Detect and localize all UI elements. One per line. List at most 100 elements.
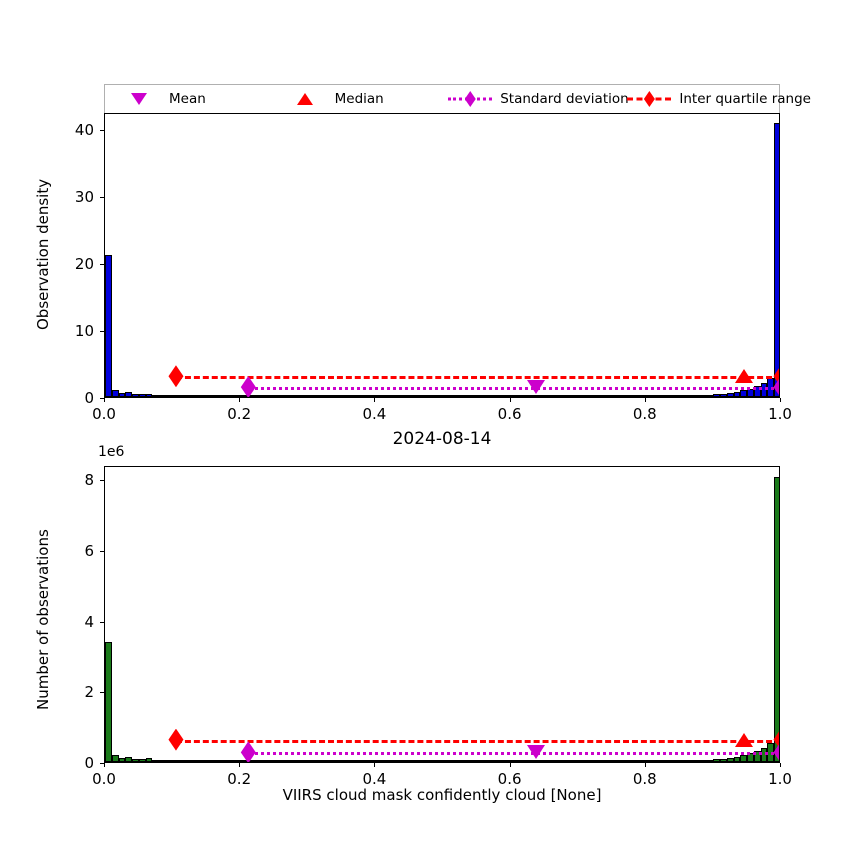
histogram-bar: [152, 759, 160, 762]
histogram-bar: [138, 394, 146, 397]
histogram-bar: [226, 395, 234, 397]
histogram-bar: [598, 760, 606, 762]
histogram-bar: [733, 756, 741, 762]
histogram-bar: [199, 395, 207, 397]
histogram-bar: [713, 394, 721, 397]
histogram-bar: [219, 760, 227, 762]
histogram-bar: [524, 760, 531, 762]
legend-entry-mean[interactable]: Mean: [117, 85, 206, 113]
histogram-bar: [307, 760, 315, 762]
plot-area-bottom: [105, 467, 779, 762]
histogram-bar: [652, 760, 660, 762]
mean-marker: [527, 745, 546, 760]
histogram-bar: [503, 395, 511, 397]
legend-label: Median: [334, 91, 384, 107]
median-marker: [734, 732, 753, 747]
histogram-bar: [355, 760, 362, 762]
histogram-bar: [652, 395, 660, 397]
histogram-bar: [537, 395, 545, 397]
y-tick-label: 0: [84, 754, 94, 772]
histogram-bar: [328, 395, 335, 397]
histogram-bar: [321, 395, 329, 397]
histogram-bar: [740, 390, 748, 397]
y-tick-label: 10: [74, 321, 94, 340]
histogram-bar: [497, 760, 504, 762]
histogram-bar: [186, 395, 193, 397]
y-tick: [100, 129, 104, 131]
histogram-bar: [294, 760, 302, 762]
y-tick: [100, 398, 104, 399]
legend-glyph-diamond-icon: [464, 91, 476, 107]
histogram-bar: [382, 395, 389, 397]
histogram-bar: [199, 760, 207, 762]
histogram-bar: [274, 760, 281, 762]
histogram-bar: [510, 760, 518, 762]
histogram-bar: [341, 395, 349, 397]
histogram-bar: [591, 760, 599, 762]
histogram-bar: [382, 760, 389, 762]
histogram-bar: [605, 760, 612, 762]
histogram-bar: [625, 395, 633, 397]
histogram-bar: [402, 395, 410, 397]
chart-legend: Mean Median Standard deviation Inter quarti…: [104, 84, 811, 114]
histogram-bar: [483, 760, 491, 762]
iqr-line: [175, 739, 779, 743]
y-tick-label: 30: [74, 187, 94, 206]
histogram-bar: [774, 123, 779, 397]
x-tick-label: 0.0: [92, 405, 116, 423]
histogram-bar: [328, 760, 335, 762]
histogram-bar: [456, 395, 464, 397]
histogram-bar: [584, 395, 592, 397]
histogram-bar: [740, 755, 748, 762]
histogram-bar: [368, 760, 376, 762]
histogram-bar: [145, 758, 153, 762]
histogram-bar: [483, 395, 491, 397]
x-tick-label: 0.8: [632, 405, 657, 423]
histogram-bar: [132, 758, 139, 762]
histogram-bar: [192, 395, 200, 397]
y-tick: [100, 263, 104, 265]
x-tick-label: 0.2: [227, 405, 252, 423]
legend-entry-median[interactable]: Median: [283, 85, 384, 113]
histogram-bar: [693, 395, 700, 397]
plot-area-top: [105, 114, 779, 397]
histogram-bar: [463, 395, 471, 397]
std-line: [248, 752, 779, 756]
x-tick: [104, 763, 105, 767]
histogram-bar: [301, 760, 308, 762]
legend-glyph-diamond-icon: [643, 91, 655, 107]
histogram-bar: [753, 386, 761, 397]
y-tick-label: 2: [84, 683, 94, 702]
iqr-line: [175, 376, 779, 380]
histogram-bar: [267, 395, 274, 397]
histogram-bar: [686, 760, 694, 762]
histogram-bar: [253, 760, 261, 762]
x-tick: [374, 398, 376, 402]
histogram-bar: [490, 395, 498, 397]
histogram-bar: [470, 395, 477, 397]
y-tick: [100, 692, 104, 694]
axes-observation-density: [104, 113, 780, 398]
legend-entry-inter-quartile-range[interactable]: Inter quartile range: [627, 85, 811, 113]
histogram-bar: [557, 760, 565, 762]
x-tick-label: 0.8: [632, 770, 657, 788]
histogram-bar: [679, 760, 687, 762]
histogram-bar: [503, 760, 511, 762]
y-tick-label: 4: [84, 612, 94, 631]
histogram-bar: [463, 760, 471, 762]
histogram-bar: [524, 395, 531, 397]
histogram-bar: [429, 395, 437, 397]
iqr-lower-marker: [168, 365, 184, 388]
x-tick: [780, 398, 781, 402]
histogram-bar: [578, 760, 585, 762]
histogram-bar: [361, 760, 369, 762]
y-tick-label: 0: [84, 389, 94, 407]
legend-entry-standard-deviation[interactable]: Standard deviation: [448, 85, 629, 113]
histogram-bar: [612, 395, 619, 397]
x-tick: [509, 763, 511, 767]
histogram-bar: [105, 254, 112, 397]
histogram-bar: [287, 395, 295, 397]
histogram-bar: [375, 760, 383, 762]
histogram-bar: [530, 760, 538, 762]
histogram-bar: [571, 760, 579, 762]
